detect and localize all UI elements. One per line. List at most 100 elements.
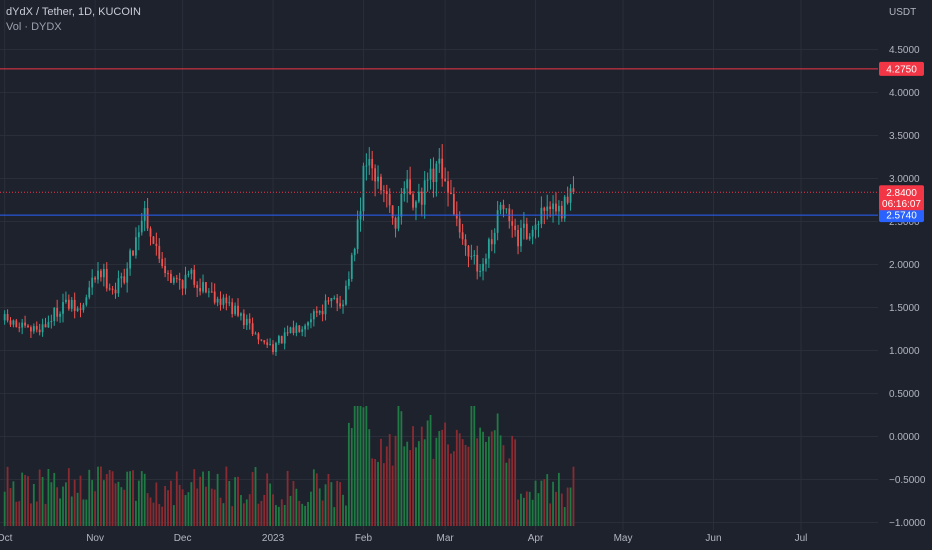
time-axis[interactable]: Oct Nov Dec 2023 Feb Mar Apr May Jun Jul <box>0 533 807 544</box>
volume-bar <box>368 429 371 526</box>
candle-body <box>525 223 528 239</box>
volume-bar <box>508 458 511 526</box>
candle-body <box>330 298 333 302</box>
candle-body <box>102 269 105 278</box>
volume-bar <box>345 505 347 526</box>
time-tick-label: Feb <box>355 533 373 544</box>
candle-body <box>289 327 292 333</box>
candle-body <box>286 332 289 334</box>
candle-body <box>146 208 149 229</box>
volume-bar <box>91 480 94 526</box>
candle-body <box>298 325 301 332</box>
candle-body <box>280 336 283 344</box>
volume-bar <box>549 503 552 526</box>
candle-body <box>315 311 318 313</box>
candle-body <box>132 250 134 256</box>
volume-bar <box>135 500 137 526</box>
candle-body <box>254 333 257 335</box>
horizontal-levels[interactable] <box>0 68 878 216</box>
candle-body <box>65 299 67 303</box>
volume-bar <box>552 481 554 526</box>
candle-body <box>432 168 435 183</box>
volume-bar <box>155 482 158 526</box>
time-tick-label: Dec <box>174 533 192 544</box>
candle-body <box>187 273 190 275</box>
price-axis[interactable]: 4.5000 4.0000 3.5000 3.0000 2.5000 2.0000 1.50… <box>889 45 926 529</box>
candle-body <box>528 236 531 239</box>
price-tick-label: −0.5000 <box>889 475 926 486</box>
volume-bar <box>254 467 257 526</box>
candle-body <box>353 248 356 256</box>
volume-bar <box>470 406 473 526</box>
candle-body <box>382 190 385 192</box>
volume-bar <box>161 506 164 526</box>
candle-body <box>266 342 269 345</box>
time-tick-label: Oct <box>0 533 13 544</box>
volume-bar <box>140 471 143 526</box>
candle-body <box>152 236 155 244</box>
candle-body <box>15 320 18 328</box>
volume-bar <box>336 480 339 526</box>
volume-indicator-label[interactable]: Vol · DYDX <box>6 21 62 33</box>
candle-body <box>356 219 359 249</box>
volume-bar <box>283 504 286 526</box>
candle-body <box>455 214 458 219</box>
candle-body <box>505 208 508 210</box>
volume-bar <box>420 426 423 526</box>
candle-body <box>12 320 15 325</box>
volume-bar <box>415 447 417 526</box>
candle-body <box>310 319 312 323</box>
candle-body <box>380 176 382 191</box>
time-tick-label: Nov <box>86 533 104 544</box>
candle-body <box>461 232 464 240</box>
volume-bar <box>557 472 560 526</box>
candle-body <box>295 325 298 334</box>
volume-bar <box>301 503 304 526</box>
volume-bar <box>450 453 452 526</box>
volume-bar <box>543 479 546 526</box>
volume-bar <box>479 427 482 526</box>
price-tick-label: 0.0000 <box>889 432 920 443</box>
candle-body <box>199 288 202 292</box>
candle-body <box>170 273 172 283</box>
volume-bar <box>327 473 330 526</box>
volume-bar <box>426 420 429 526</box>
volume-bar <box>467 446 470 526</box>
candle-body <box>155 243 158 246</box>
candle-body <box>557 205 560 212</box>
time-tick-label: May <box>614 533 633 544</box>
volume-bar <box>298 500 301 526</box>
candle-body <box>178 278 181 281</box>
candle-body <box>283 332 286 344</box>
candle-body <box>79 308 82 310</box>
volume-bar <box>490 431 493 526</box>
candle-body <box>321 310 324 315</box>
volume-bar <box>50 482 53 526</box>
candle-body <box>242 313 245 326</box>
candle-body <box>342 304 344 307</box>
candle-body <box>32 326 35 332</box>
candle-body <box>467 245 470 257</box>
volume-bar <box>178 484 181 526</box>
volume-bar <box>117 481 120 526</box>
price-tick-label: 4.5000 <box>889 45 920 56</box>
volume-bar <box>292 480 295 526</box>
volume-bar <box>143 473 146 526</box>
volume-bar <box>441 429 444 526</box>
candle-body <box>53 307 56 322</box>
candle-body <box>76 308 79 311</box>
volume-bar <box>514 439 517 526</box>
volume-bar <box>222 503 225 526</box>
candle-body <box>167 273 169 275</box>
support-tag <box>879 208 924 223</box>
symbol-title[interactable]: dYdX / Tether, 1D, KUCOIN <box>6 6 141 18</box>
candle-body <box>563 196 566 219</box>
volume-bar <box>202 471 204 526</box>
volume-bar <box>228 481 231 526</box>
candle-body <box>368 159 371 166</box>
volume-bar <box>555 491 557 526</box>
volume-bar <box>65 482 67 526</box>
price-tick-label: 3.5000 <box>889 131 920 142</box>
volume-bar <box>3 491 6 526</box>
